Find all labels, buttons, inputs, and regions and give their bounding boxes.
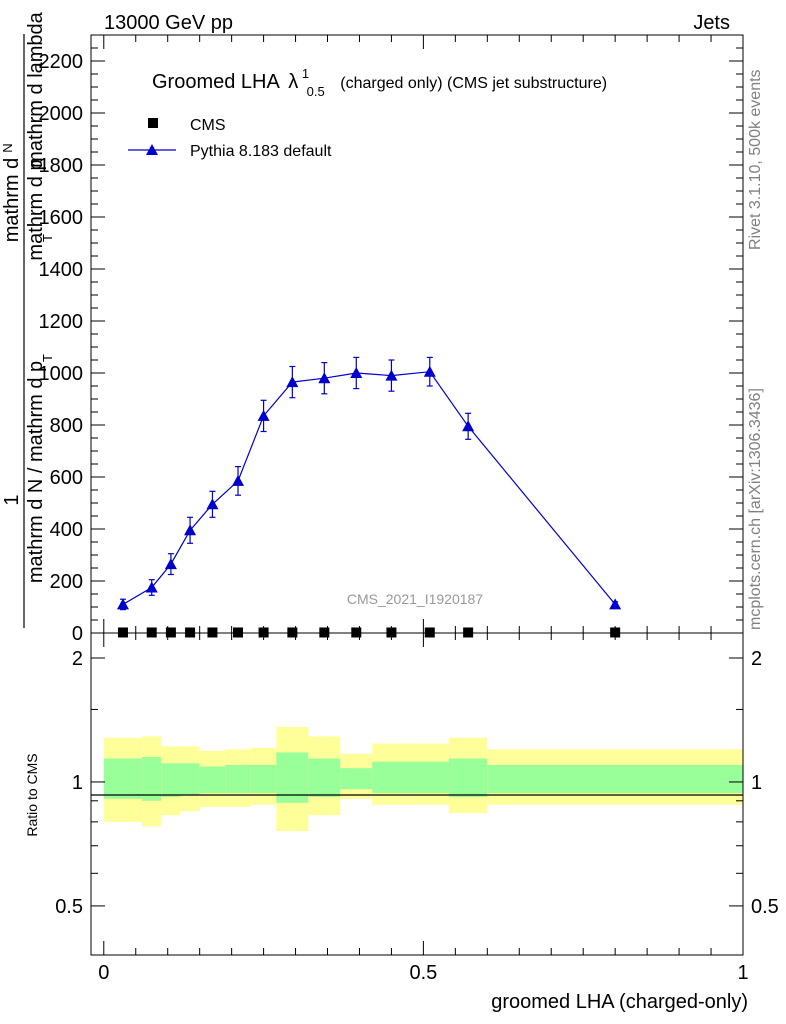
series-pythia [116, 356, 622, 611]
pythia-point [318, 372, 331, 384]
pythia-point [609, 598, 622, 610]
x-tick-label: 0 [98, 962, 109, 984]
pythia-point [232, 474, 245, 486]
main-y-tick-label: 2200 [39, 51, 84, 73]
ratio-y-tick-label-right: 2 [751, 648, 762, 670]
ratio-y-tick-label-right: 0.5 [751, 896, 779, 918]
main-y-tick-label: 800 [50, 415, 83, 437]
main-y-tick-label: 200 [50, 571, 83, 593]
pythia-point [206, 498, 219, 510]
cms-point [165, 627, 176, 638]
cms-point [117, 627, 128, 638]
cms-point [319, 627, 330, 638]
cms-point [185, 627, 196, 638]
series-cms [117, 627, 621, 638]
ylabel-denominator-upper: mathrm d p [25, 159, 47, 260]
ratio-band-green [487, 764, 743, 794]
chart-title-lambda: λ [288, 71, 298, 93]
header-left-label: 13000 GeV pp [104, 12, 233, 34]
main-y-tick-label: 0 [72, 623, 83, 645]
ratio-band-green [448, 758, 488, 797]
legend-pythia-label: Pythia 8.183 default [190, 143, 332, 160]
ratio-y-axis-label: Ratio to CMS [24, 753, 40, 836]
mcplots-label: mcplots.cern.ch [arXiv:1306.3436] [747, 388, 764, 630]
ratio-y-tick-label-right: 1 [751, 772, 762, 794]
ratio-band-green [410, 761, 449, 794]
legend-cms-label: CMS [190, 117, 226, 134]
x-tick-label: 0.5 [409, 962, 437, 984]
ratio-y-axis: 0.5 0.5 1 1 2 2 [55, 648, 779, 918]
ratio-band-green [308, 758, 341, 797]
main-y-tick-label: 600 [50, 467, 83, 489]
ratio-band-green [372, 761, 411, 794]
cms-point [610, 627, 621, 638]
pythia-point [286, 376, 299, 388]
pythia-point [423, 365, 436, 377]
ratio-band-green [225, 764, 251, 794]
cms-point [386, 627, 397, 638]
ratio-y-tick-label-left: 0.5 [55, 896, 83, 918]
main-y-tick-label: 2000 [39, 103, 84, 125]
chart-title: Groomed LHA λ 1 0.5 (charged only) (CMS … [152, 61, 607, 101]
chart-title-sub: 0.5 [307, 84, 325, 99]
pythia-point [385, 369, 398, 381]
ratio-y-tick-label-left: 2 [72, 648, 83, 670]
pythia-point [184, 524, 197, 536]
x-axis-label: groomed LHA (charged-only) [491, 991, 748, 1013]
ratio-band-green [142, 756, 162, 801]
pythia-point [350, 367, 363, 378]
main-y-tick-label: 1400 [39, 259, 84, 281]
ratio-band-green [103, 758, 143, 799]
pythia-point [164, 558, 177, 570]
pythia-point [116, 598, 129, 610]
main-y-tick-label: 400 [50, 519, 83, 541]
main-y-tick-label: 1200 [39, 311, 84, 333]
chart-title-sup: 1 [302, 66, 309, 81]
cms-point [207, 627, 218, 638]
y-axis-label: 1 mathrm d N mathrm d N / mathrm d p mat… [0, 11, 55, 628]
pythia-line [122, 371, 616, 605]
ratio-band-green [276, 752, 309, 803]
cms-point [233, 627, 244, 638]
main-y-tick-label: 1600 [39, 207, 84, 229]
ylabel-T-upper: T [40, 234, 55, 242]
main-y-tick-label: 1000 [39, 363, 84, 385]
cms-point [146, 627, 157, 638]
rivet-label: Rivet 3.1.10, 500k events [747, 69, 764, 250]
ratio-band-green [340, 768, 373, 790]
ratio-y-tick-label-left: 1 [72, 772, 83, 794]
pythia-point [257, 409, 270, 421]
cms-point [463, 627, 474, 638]
cms-point [351, 627, 362, 638]
cms-point [287, 627, 298, 638]
ratio-band-green [180, 763, 200, 795]
cms-point [424, 627, 435, 638]
ratio-plot-frame [90, 632, 744, 956]
ylabel-numerator: 1 [1, 494, 23, 505]
pythia-point [462, 420, 475, 432]
x-axis: 0 0.5 1 [98, 35, 749, 984]
pythia-point [145, 581, 158, 593]
ylabel-tail: mathrm d lambda [25, 11, 47, 167]
ylabel-numerator-upper: mathrm d [1, 158, 23, 242]
ylabel-T: T [40, 354, 55, 362]
legend-cms-marker [148, 118, 158, 128]
ylabel-numerator-N: N [0, 143, 15, 152]
header-right-label: Jets [693, 12, 730, 34]
ratio-band-green [161, 763, 181, 797]
cms-point [258, 627, 269, 638]
ylabel-denominator: mathrm d N / mathrm d p [25, 361, 47, 583]
ratio-band-green [199, 766, 226, 794]
chart-title-main: Groomed LHA [152, 71, 280, 93]
chart-title-rest: (charged only) (CMS jet substructure) [340, 75, 607, 92]
x-tick-label: 1 [737, 962, 748, 984]
ratio-band-green [250, 764, 277, 794]
main-y-tick-label: 1800 [39, 155, 84, 177]
main-y-axis: 0 200 400 600 800 1000 1200 1400 1600 1800 2000 220… [39, 47, 743, 645]
ratio-bands [103, 726, 743, 832]
analysis-watermark: CMS_2021_I1920187 [347, 591, 483, 607]
legend-pythia-marker [146, 144, 158, 155]
